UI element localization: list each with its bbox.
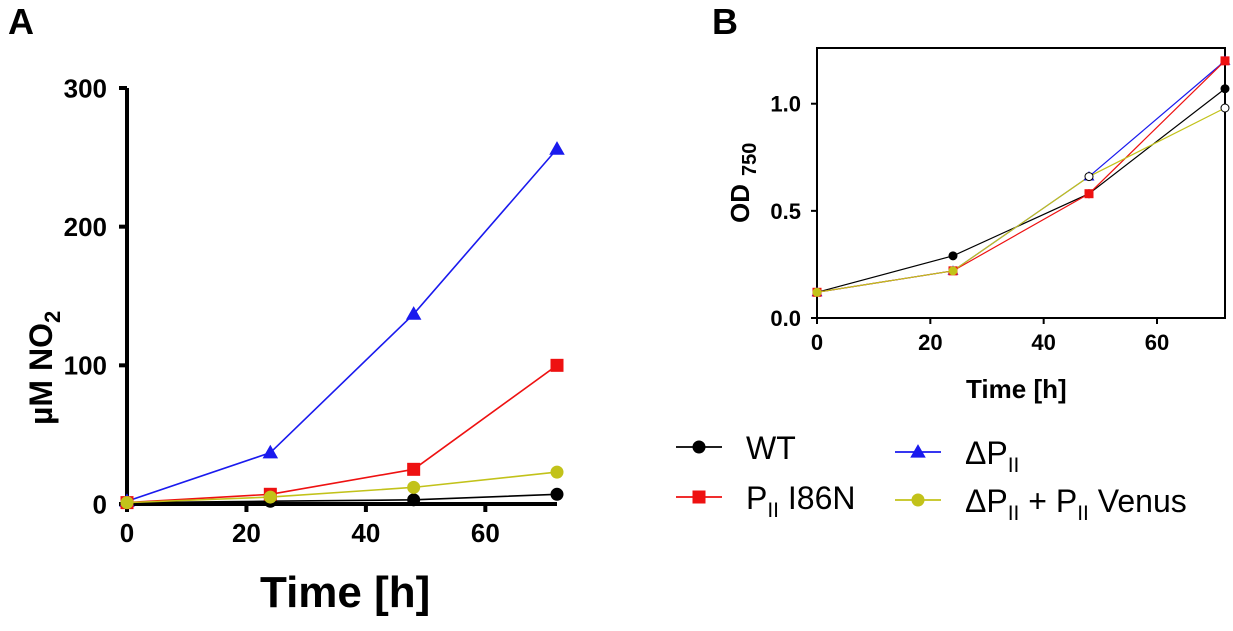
panel-a-point-dpii-venus bbox=[120, 496, 134, 510]
legend-item-dpii-venus: ΔPII + PII Venus bbox=[895, 483, 1187, 525]
panel-b-series-line-wt bbox=[816, 88, 1226, 293]
panel-b-point-dpii-venus bbox=[812, 287, 822, 297]
panel-a-y-tick-label: 200 bbox=[64, 212, 107, 242]
legend-item-pii-i86n: PII I86N bbox=[676, 480, 856, 522]
panel-b-series-line-dpii bbox=[816, 60, 1226, 293]
panel-a-x-tick-label: 40 bbox=[351, 518, 380, 548]
panel-a-point-dpii-venus bbox=[550, 465, 564, 479]
panel-b-x-tick-label: 20 bbox=[918, 330, 942, 355]
panel-b-y-tick-label: 0.5 bbox=[770, 199, 801, 224]
panel-a-y-tick-label: 100 bbox=[64, 351, 107, 381]
panel-b-chart: 0.0 0.5 1.0 0 20 40 60 bbox=[770, 47, 1231, 355]
panel-b-point-dpii-venus bbox=[948, 266, 958, 276]
panel-a-point-dpii-venus bbox=[263, 490, 277, 504]
panel-a-point-dpii-venus bbox=[407, 480, 421, 494]
panel-b-x-axis-title: Time [h] bbox=[966, 374, 1067, 404]
legend-item-wt-marker bbox=[692, 440, 706, 454]
panel-a-series-line-dpii-venus bbox=[126, 471, 558, 504]
panel-b-y-axis-title-sub: 750 bbox=[739, 143, 761, 176]
panel-a-y-tick-label: 0 bbox=[93, 489, 107, 519]
panel-a-point-pii-i86n bbox=[407, 462, 421, 476]
legend-item-pii-i86n-label: PII I86N bbox=[746, 480, 856, 522]
panel-b-point-dpii-venus bbox=[1220, 103, 1230, 113]
legend-item-dpii: ΔPII bbox=[895, 435, 1019, 477]
panel-b-x-tick-label: 0 bbox=[811, 330, 823, 355]
panel-b-point-pii-i86n bbox=[1084, 189, 1094, 199]
panel-a-point-pii-i86n bbox=[550, 358, 564, 372]
panel-a-x-tick-label: 20 bbox=[232, 518, 261, 548]
panel-a-point-dpii bbox=[262, 444, 279, 459]
legend-item-dpii-label: ΔPII bbox=[965, 435, 1019, 477]
panel-b-point-dpii-venus bbox=[1084, 172, 1094, 182]
panel-a-y-axis-title: µM NO2 bbox=[23, 311, 65, 425]
panel-b-series-line-pii-i86n bbox=[816, 60, 1226, 293]
panel-a-y-tick-label: 300 bbox=[64, 73, 107, 103]
legend-item-dpii-venus-marker bbox=[911, 493, 925, 507]
panel-a-x-tick-label: 0 bbox=[120, 518, 134, 548]
panel-a-point-wt bbox=[550, 487, 564, 501]
panel-b-x-tick-label: 60 bbox=[1145, 330, 1169, 355]
panel-a-y-axis-title-sub: 2 bbox=[40, 311, 65, 323]
legend-item-dpii-venus-label: ΔPII + PII Venus bbox=[965, 483, 1187, 525]
panel-b-point-pii-i86n bbox=[1220, 56, 1230, 66]
panel-a-point-dpii bbox=[549, 141, 565, 155]
svg-text:µM NO2: µM NO2 bbox=[23, 311, 65, 425]
panel-label-a: A bbox=[8, 1, 34, 42]
legend: WT ΔPII PII I86N ΔPII + PII Venus bbox=[676, 430, 1187, 525]
legend-item-wt-label: WT bbox=[746, 430, 796, 466]
panel-a-x-tick-label: 60 bbox=[471, 518, 500, 548]
panel-b-point-wt bbox=[948, 251, 958, 261]
panel-a-series-line-dpii bbox=[126, 148, 558, 502]
panel-a-x-axis-title: Time [h] bbox=[260, 568, 430, 617]
panel-a-y-axis-title-main: µM NO bbox=[23, 323, 59, 425]
panel-a-point-wt bbox=[407, 493, 421, 507]
legend-item-wt: WT bbox=[676, 430, 796, 466]
panel-b-x-tick-label: 40 bbox=[1031, 330, 1055, 355]
panel-b-point-wt bbox=[1220, 84, 1230, 94]
panel-b-series-line-dpii-venus bbox=[816, 107, 1226, 293]
panel-a-point-dpii bbox=[405, 306, 422, 320]
panel-b-plot-frame bbox=[816, 47, 1226, 319]
panel-b-y-tick-label: 0.0 bbox=[770, 306, 801, 331]
panel-a-chart: 0 100 200 300 0 20 40 60 bbox=[64, 73, 565, 548]
legend-item-dpii-marker bbox=[910, 444, 926, 458]
panel-label-b: B bbox=[712, 1, 738, 42]
panel-a-series-line-wt bbox=[126, 493, 558, 504]
legend-item-pii-i86n-marker bbox=[692, 490, 706, 504]
panel-b-y-tick-label: 1.0 bbox=[770, 92, 801, 117]
panel-b-y-axis-title: OD 750 bbox=[725, 143, 761, 223]
panel-a-series-line-pii-i86n bbox=[126, 364, 558, 504]
svg-text:OD750: OD 750 bbox=[725, 143, 761, 223]
panel-b-y-axis-title-main: OD bbox=[725, 184, 755, 223]
